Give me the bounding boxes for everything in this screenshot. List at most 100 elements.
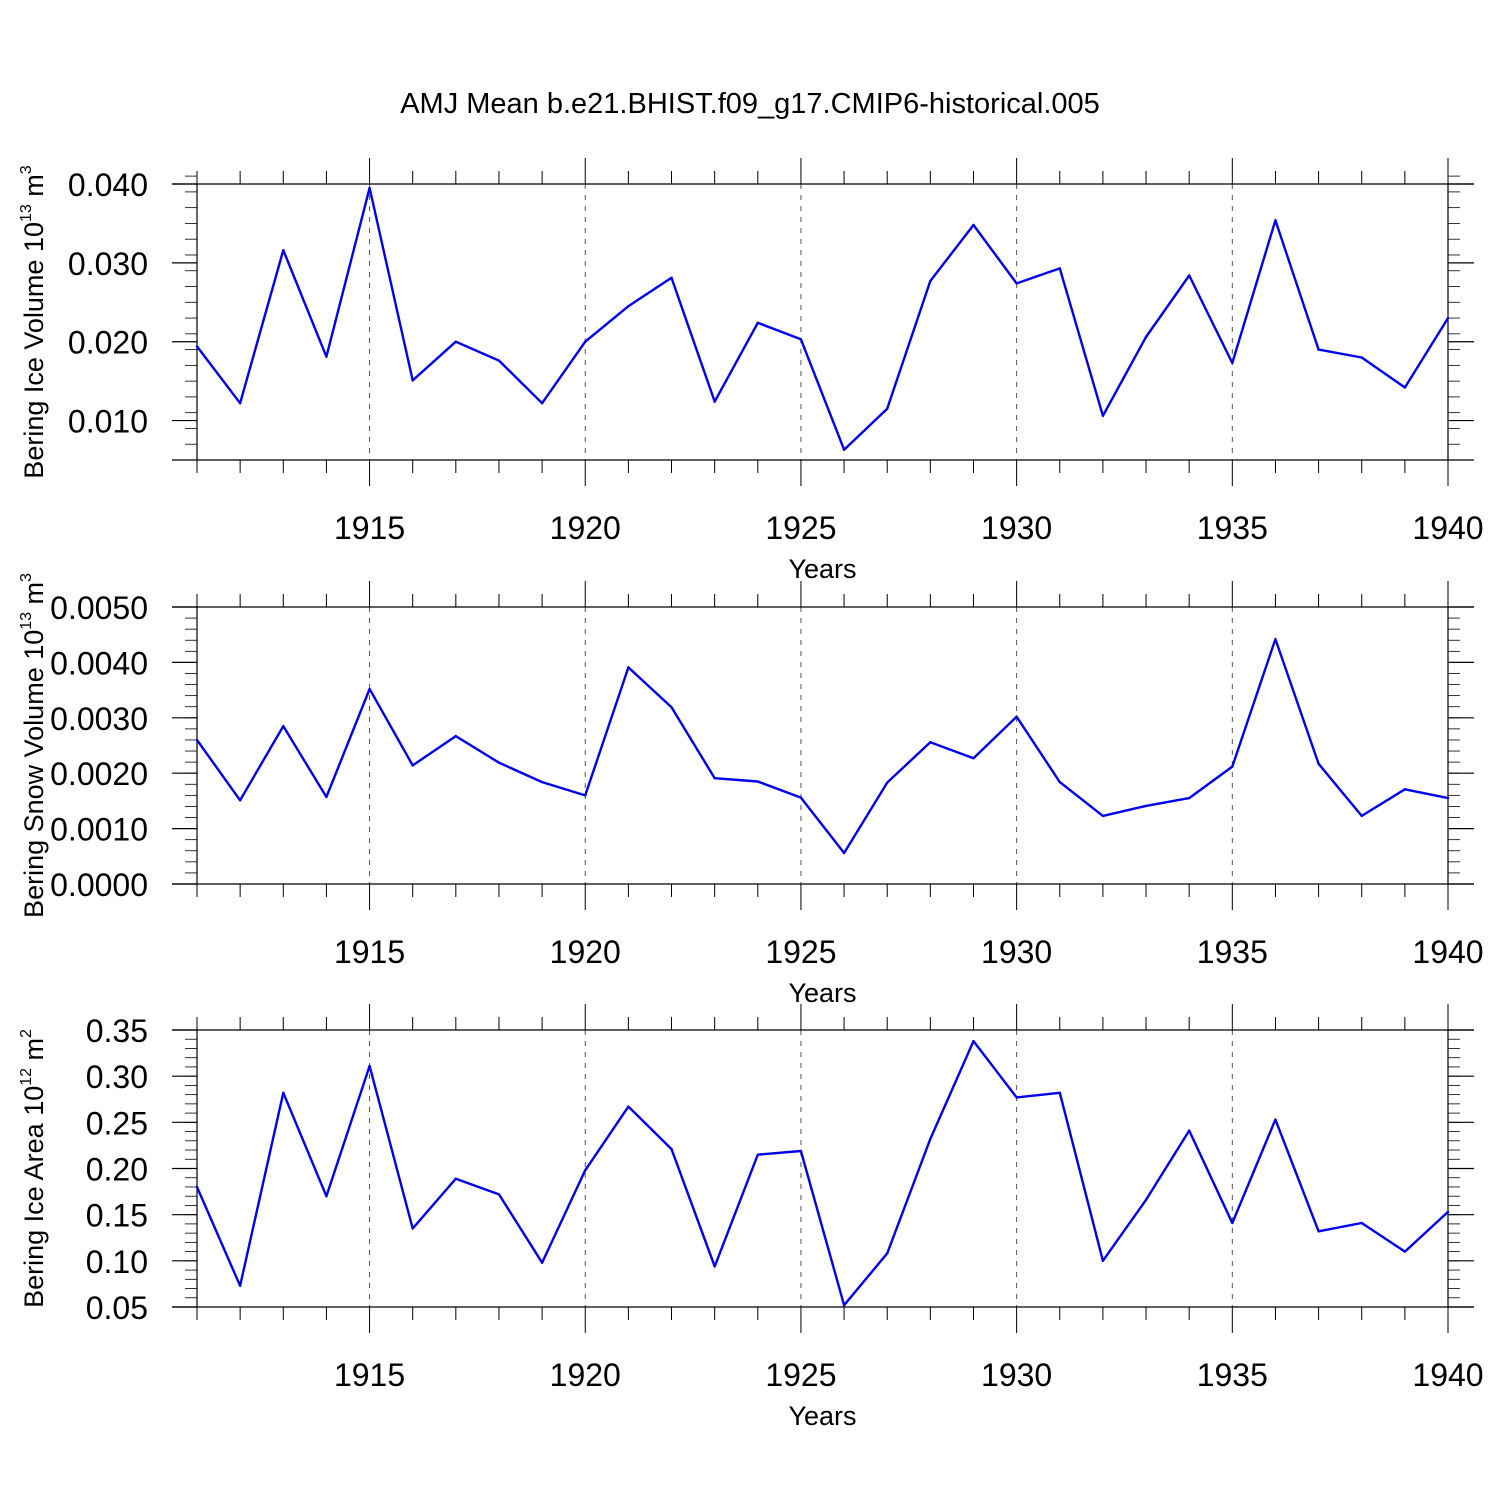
data-point bbox=[540, 1261, 544, 1264]
data-point bbox=[238, 1284, 242, 1287]
x-tick-label: 1920 bbox=[550, 934, 621, 970]
y-axis-label-superscript: 12 bbox=[18, 1068, 35, 1086]
data-point bbox=[1360, 356, 1363, 359]
data-point bbox=[454, 340, 458, 343]
x-tick-label: 1925 bbox=[765, 1357, 836, 1393]
data-point bbox=[1058, 780, 1061, 784]
y-tick-label: 0.15 bbox=[86, 1198, 148, 1234]
data-point bbox=[886, 1252, 889, 1255]
data-point bbox=[972, 223, 975, 227]
data-point bbox=[1231, 765, 1234, 768]
data-point bbox=[670, 276, 673, 280]
data-point bbox=[1446, 1210, 1450, 1214]
y-tick-label: 0.30 bbox=[86, 1059, 148, 1095]
data-point bbox=[1317, 762, 1320, 765]
data-point bbox=[282, 249, 285, 252]
y-tick-label: 0.0000 bbox=[50, 867, 148, 903]
data-point bbox=[540, 780, 544, 784]
y-tick-label: 0.0010 bbox=[50, 812, 148, 848]
data-point bbox=[1403, 788, 1407, 791]
data-point bbox=[799, 796, 803, 799]
data-point bbox=[1187, 1129, 1191, 1132]
data-point bbox=[497, 359, 501, 362]
data-point bbox=[1446, 796, 1450, 800]
x-tick-label: 1935 bbox=[1197, 934, 1268, 970]
data-point bbox=[756, 1153, 759, 1156]
y-axis-label-text: m bbox=[19, 582, 49, 612]
data-point bbox=[756, 780, 759, 783]
y-axis-label-superscript: 2 bbox=[18, 1029, 35, 1038]
data-point bbox=[713, 400, 716, 403]
x-axis-label: Years bbox=[788, 978, 856, 1008]
y-tick-label: 0.0020 bbox=[50, 756, 148, 792]
y-tick-label: 0.25 bbox=[86, 1105, 148, 1141]
data-point bbox=[540, 402, 544, 405]
data-point bbox=[325, 355, 328, 358]
data-point bbox=[929, 279, 932, 283]
data-point bbox=[1144, 1198, 1148, 1202]
y-axis-label: Bering Ice Volume 1013 m3 bbox=[18, 165, 49, 478]
data-point bbox=[799, 338, 803, 341]
data-point bbox=[411, 1227, 414, 1230]
y-tick-label: 0.20 bbox=[86, 1152, 148, 1188]
panel-3: 0.05 0.10 0.15 0.20 0.25 0.30 0.35 1915 1920 1925… bbox=[18, 1004, 1484, 1431]
data-point bbox=[1144, 804, 1148, 808]
data-point bbox=[627, 305, 630, 308]
data-point bbox=[1015, 715, 1018, 718]
y-axis-label: Bering Ice Area 1012 m2 bbox=[18, 1029, 49, 1308]
data-point bbox=[1015, 282, 1018, 285]
data-point bbox=[972, 757, 975, 760]
data-point bbox=[1058, 267, 1061, 270]
y-tick-label: 0.030 bbox=[68, 246, 148, 282]
x-axis-label: Years bbox=[788, 1401, 856, 1431]
y-axis-label-text: Bering Ice Volume 10 bbox=[19, 222, 49, 479]
data-point bbox=[238, 402, 242, 405]
x-tick-label: 1930 bbox=[981, 1357, 1052, 1393]
data-point bbox=[1403, 1250, 1407, 1253]
data-point bbox=[1360, 1221, 1363, 1225]
data-point bbox=[454, 734, 458, 738]
data-point bbox=[1360, 814, 1363, 818]
x-tick-label: 1930 bbox=[981, 510, 1052, 546]
y-axis-label-text: m bbox=[19, 1038, 49, 1068]
x-tick-label: 1915 bbox=[334, 1357, 405, 1393]
data-point bbox=[195, 345, 199, 348]
data-point bbox=[1317, 1230, 1320, 1233]
data-point bbox=[1101, 814, 1105, 818]
series-line bbox=[196, 186, 1450, 451]
y-tick-label: 0.040 bbox=[68, 167, 148, 203]
data-point bbox=[497, 761, 501, 764]
data-point bbox=[282, 1091, 285, 1094]
data-point bbox=[1446, 316, 1450, 320]
data-point bbox=[1274, 1118, 1277, 1121]
data-point bbox=[842, 448, 846, 451]
data-point bbox=[411, 764, 414, 767]
data-point bbox=[411, 379, 414, 382]
data-point bbox=[1231, 361, 1234, 365]
x-tick-label: 1935 bbox=[1197, 1357, 1268, 1393]
data-point bbox=[842, 851, 846, 855]
x-tick-label: 1920 bbox=[550, 510, 621, 546]
data-point bbox=[454, 1177, 458, 1180]
data-point bbox=[584, 1169, 587, 1172]
y-axis-label-superscript: 13 bbox=[18, 204, 35, 222]
data-point bbox=[1317, 348, 1320, 351]
panel-1: 0.010 0.020 0.030 0.040 1915 1920 1925 1930 1935… bbox=[18, 158, 1484, 584]
data-point bbox=[238, 799, 242, 802]
y-axis-label-text: Bering Snow Volume 10 bbox=[19, 630, 49, 918]
data-point bbox=[282, 724, 285, 728]
data-point bbox=[195, 738, 199, 742]
y-tick-label: 0.0040 bbox=[50, 645, 148, 681]
x-tick-label: 1925 bbox=[765, 510, 836, 546]
y-tick-label: 0.010 bbox=[68, 404, 148, 440]
data-point bbox=[1403, 386, 1407, 389]
data-point bbox=[886, 781, 889, 784]
data-point bbox=[368, 687, 371, 691]
data-point bbox=[1187, 274, 1191, 277]
data-point bbox=[886, 407, 889, 410]
x-tick-label: 1935 bbox=[1197, 510, 1268, 546]
data-point bbox=[1144, 335, 1148, 339]
y-tick-label: 0.10 bbox=[86, 1244, 148, 1280]
data-point bbox=[497, 1193, 501, 1196]
